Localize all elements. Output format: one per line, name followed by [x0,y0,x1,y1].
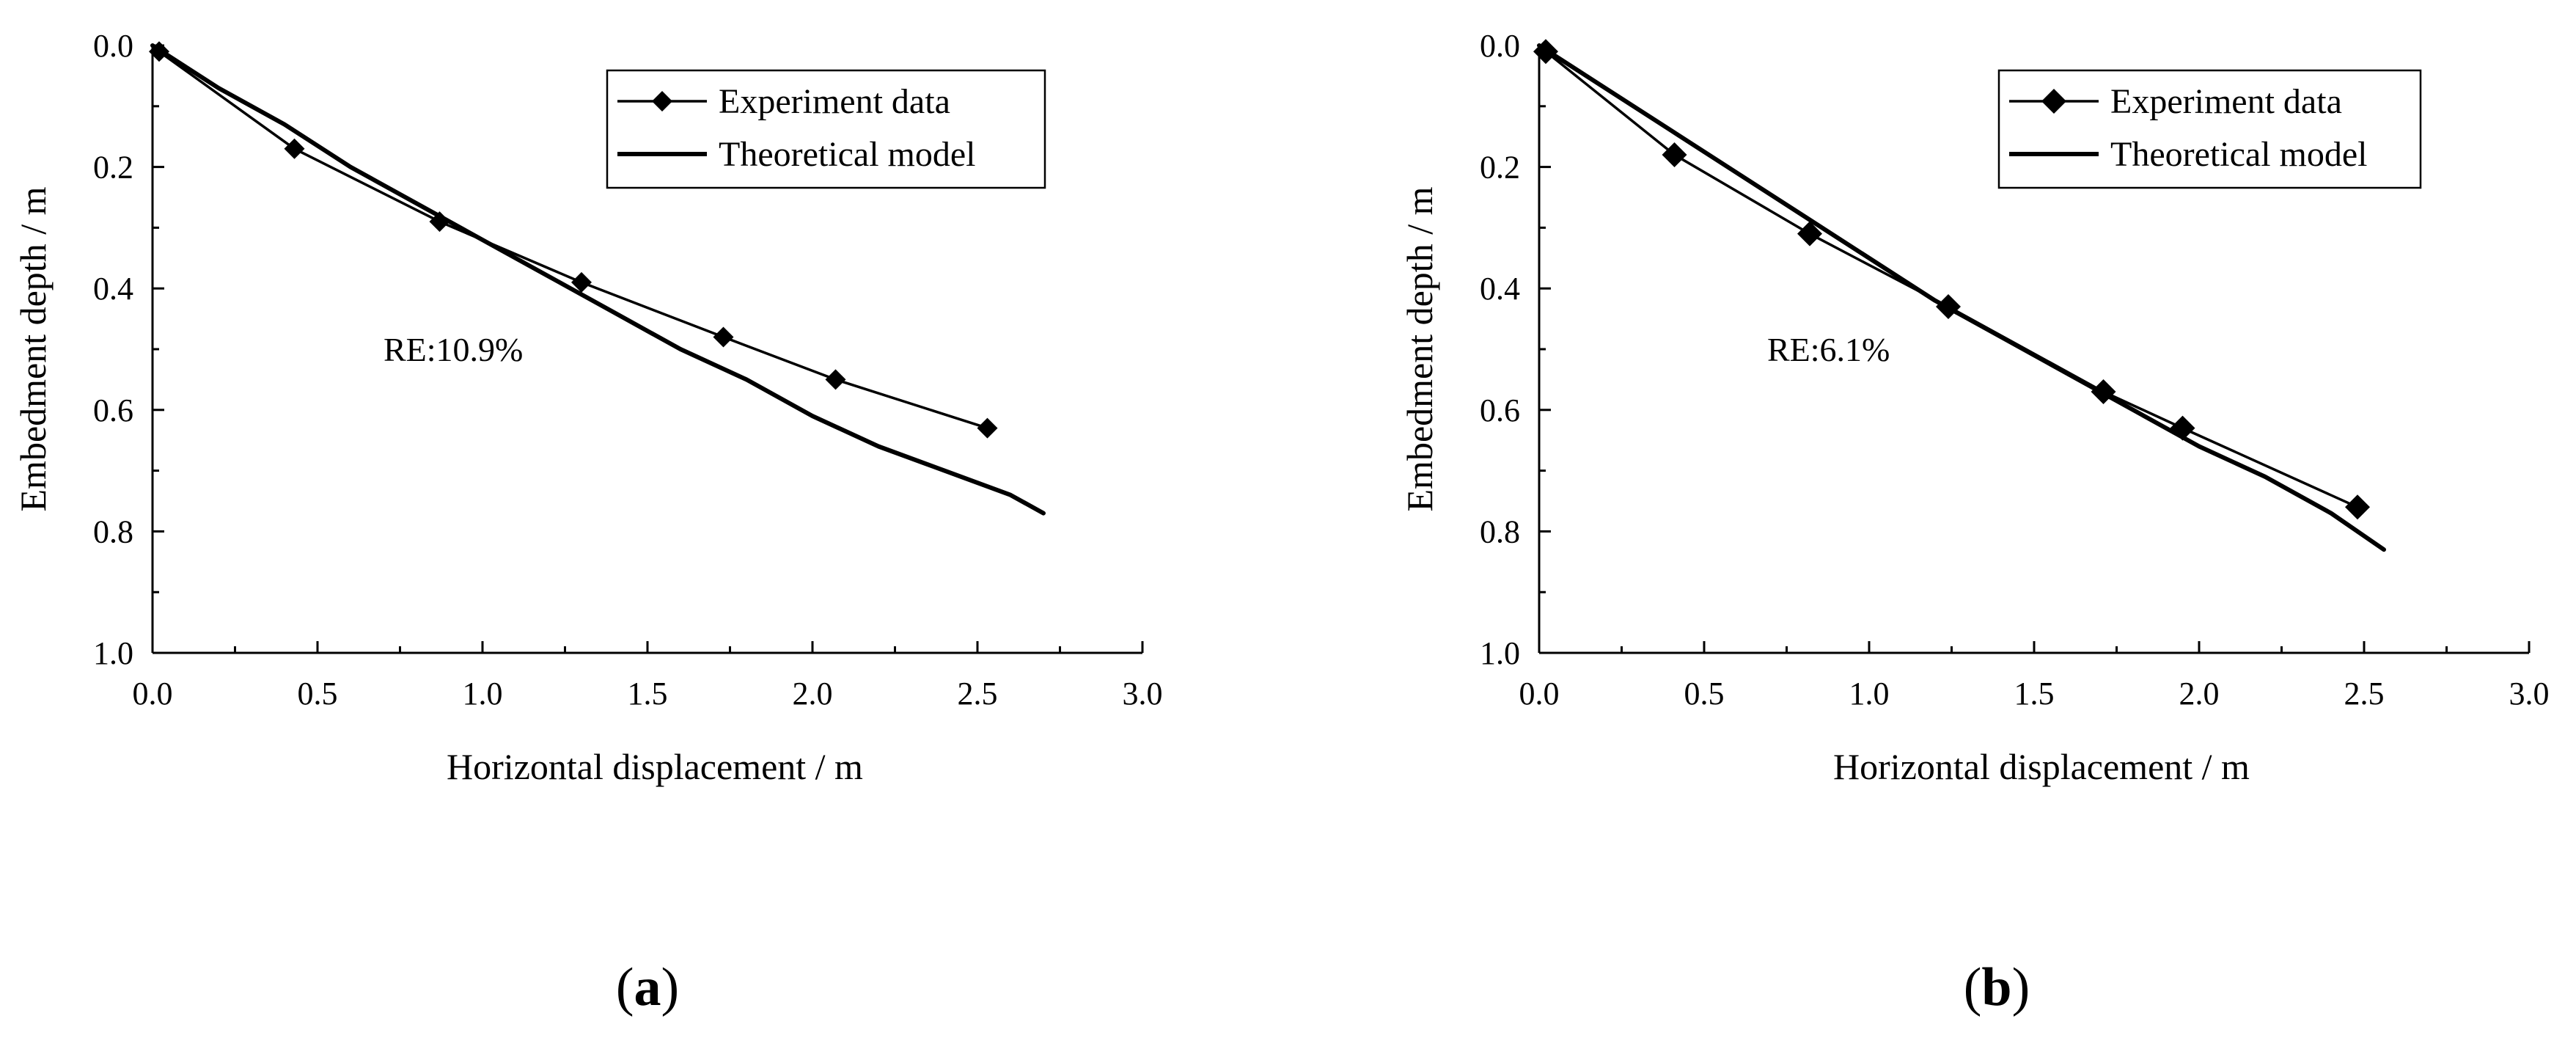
y-tick-label: 0.0 [93,28,133,64]
legend-label: Experiment data [2110,82,2342,121]
panel-label-close-paren: ) [661,957,680,1017]
x-axis-title: Horizontal displacement / m [447,746,863,787]
panel-label: (b) [1964,957,2030,1017]
x-tick-label: 1.5 [628,676,668,712]
legend-label: Theoretical model [2110,135,2368,174]
experiment-data-point [825,369,846,390]
relative-error-annotation: RE:6.1% [1767,331,1890,368]
x-tick-label: 1.5 [2014,676,2055,712]
theoretical-model-line [1537,43,2386,552]
chart-panel-b: 0.0 0.5 1.0 1.5 2.0 2.5 3.0 0.0 0.2 0.4 0.6 0.8 1.0 H… [1399,28,2550,1017]
x-tick-label: 0.0 [133,676,173,712]
panel-label-letter: a [634,957,661,1017]
y-tick-label: 1.0 [93,635,133,671]
x-tick-label: 1.0 [1849,676,1890,712]
y-axis-title: Embedment depth / m [12,186,54,511]
y-tick-label: 0.4 [93,271,133,307]
experiment-data-point [977,417,998,439]
y-axis-title: Embedment depth / m [1399,186,1440,511]
y-tick-label: 1.0 [1480,635,1520,671]
x-tick-label: 2.5 [2344,676,2385,712]
x-tick-label: 2.0 [2179,676,2220,712]
x-tick-label: 3.0 [1123,676,1163,712]
legend-label: Experiment data [719,82,950,121]
panel-label-close-paren: ) [2012,957,2030,1017]
x-tick-label: 0.5 [298,676,338,712]
experiment-data-point [1662,142,1687,168]
x-tick-label: 2.5 [958,676,998,712]
theoretical-model-line [150,43,1046,516]
x-axis-title: Horizontal displacement / m [1833,746,2250,787]
relative-error-annotation: RE:10.9% [384,331,523,368]
x-tick-label: 3.0 [2509,676,2550,712]
y-tick-label: 0.2 [1480,150,1520,186]
x-tick-label: 0.5 [1684,676,1725,712]
legend-label: Theoretical model [719,135,976,174]
panel-label-open-paren: ( [1964,957,1982,1017]
panel-label-open-paren: ( [616,957,634,1017]
y-tick-label: 0.6 [1480,392,1520,428]
y-tick-label: 0.2 [93,150,133,186]
experiment-data-point [1797,221,1822,246]
legend-box [1997,69,2422,189]
legend-diamond-marker [652,91,672,112]
y-tick-label: 0.8 [1480,513,1520,549]
y-tick-label: 0.0 [1480,28,1520,64]
y-tick-label: 0.8 [93,513,133,549]
experiment-data-point [284,138,305,159]
x-tick-label: 1.0 [463,676,503,712]
legend-box [606,69,1046,189]
experiment-data-point [571,271,592,293]
panel-label: (a) [616,957,679,1017]
x-tick-label: 2.0 [793,676,833,712]
y-tick-label: 0.4 [1480,271,1520,307]
experiment-data-point [713,326,734,348]
y-tick-label: 0.6 [93,392,133,428]
panel-label-letter: b [1981,957,2011,1017]
experiment-data-point [2345,494,2370,520]
x-tick-label: 0.0 [1519,676,1560,712]
chart-panel-a: 0.0 0.5 1.0 1.5 2.0 2.5 3.0 0.0 0.2 0.4 0.6 0.8 1.0 H… [12,28,1163,1017]
legend-diamond-marker [2041,89,2066,114]
experiment-data-point [429,211,450,233]
